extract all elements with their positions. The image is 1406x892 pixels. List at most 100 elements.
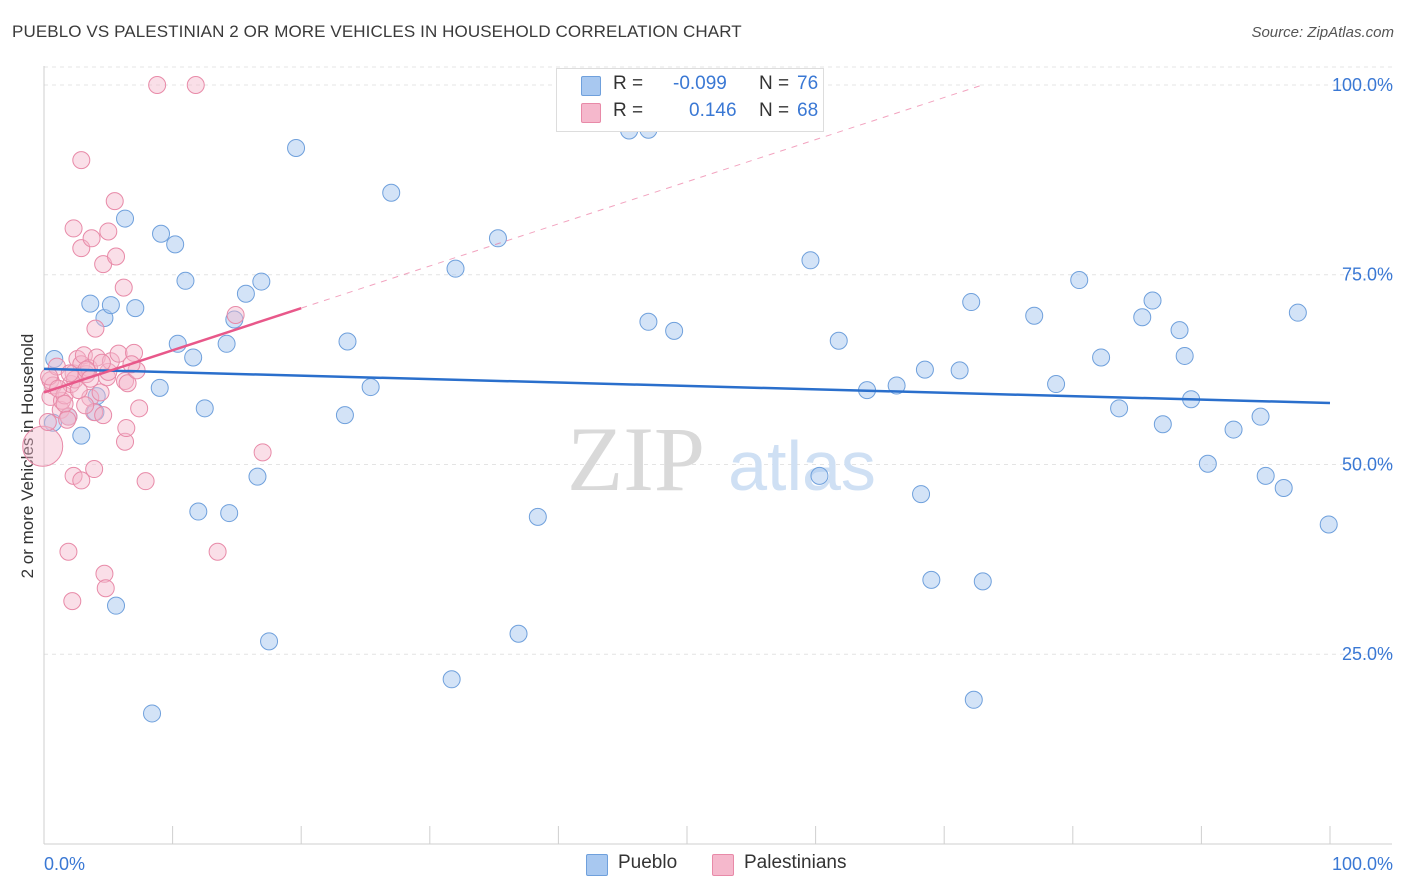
pueblo-point — [1070, 271, 1089, 290]
palestinians-point — [186, 75, 205, 94]
palestinians-point — [59, 542, 78, 561]
palestinians-point — [85, 460, 104, 479]
palestinians-point — [208, 542, 227, 561]
pueblo-point — [973, 572, 992, 591]
pueblo-point — [915, 360, 934, 379]
palestinians-point — [82, 229, 101, 248]
axis-layer — [43, 66, 1392, 845]
palestinians-point — [87, 348, 106, 367]
palestinians-point — [53, 391, 72, 410]
pueblo-point — [1175, 346, 1194, 365]
pueblo-point — [260, 632, 279, 651]
palestinians-point — [105, 192, 124, 211]
pueblo-point — [964, 690, 983, 709]
pueblo-point — [639, 312, 658, 331]
bottom-legend-swatch-palestinians — [712, 854, 734, 876]
legend-n-label: N = — [759, 73, 790, 94]
palestinians-point — [117, 419, 136, 438]
palestinians-point — [148, 75, 167, 94]
pueblo-point — [810, 466, 829, 485]
pueblo-point — [1251, 407, 1270, 426]
pueblo-point — [962, 293, 981, 312]
palestinians-point — [130, 399, 149, 418]
y-tick-label: 75.0% — [1342, 265, 1393, 285]
pueblo-point — [116, 209, 135, 228]
trend-lines — [43, 84, 1331, 405]
palestinians-point — [94, 406, 113, 425]
pueblo-point — [912, 485, 931, 504]
pueblo-point — [361, 378, 380, 397]
x-tick-label: 100.0% — [1332, 854, 1393, 874]
palestinians-point — [253, 443, 272, 462]
pueblo-point — [509, 624, 528, 643]
pueblo-point — [195, 399, 214, 418]
palestinians-point — [92, 353, 111, 372]
pueblo-point — [107, 596, 126, 615]
palestinians-point — [114, 278, 133, 297]
legend: R = -0.099 N = 76 R = 0.146 N = 68 — [556, 68, 824, 132]
pueblo-point — [488, 229, 507, 248]
pueblo-point — [1153, 415, 1172, 434]
palestinians-point — [91, 383, 110, 402]
palestinians-trend-line — [43, 306, 302, 394]
y-tick-label: 100.0% — [1332, 75, 1393, 95]
palestinians-point — [64, 219, 83, 238]
palestinians-point — [109, 344, 128, 363]
pueblo-point — [382, 183, 401, 202]
bottom-legend-label-palestinians: Palestinians — [744, 852, 847, 873]
pueblo-point — [45, 349, 64, 368]
pueblo-points — [44, 120, 1338, 723]
pueblo-point — [217, 334, 236, 353]
pueblo-point — [248, 467, 267, 486]
pueblo-point — [184, 348, 203, 367]
pueblo-point — [1143, 291, 1162, 310]
bottom-legend-label-pueblo: Pueblo — [618, 852, 678, 873]
watermark-zip: ZIP — [567, 408, 705, 510]
pueblo-point — [166, 235, 185, 254]
pueblo-point — [220, 504, 239, 523]
pueblo-point — [287, 138, 306, 157]
grid-layer — [44, 66, 1392, 655]
pueblo-point — [528, 507, 547, 526]
palestinians-point — [72, 471, 91, 490]
palestinians-point — [22, 425, 64, 467]
legend-swatch-palestinians — [581, 103, 601, 123]
palestinians-point — [96, 579, 115, 598]
pueblo-point — [829, 331, 848, 350]
pueblo-point — [150, 378, 169, 397]
palestinians-point — [116, 432, 135, 451]
source-credit: Source: ZipAtlas.com — [1251, 24, 1394, 41]
palestinians-point — [125, 343, 144, 362]
palestinians-point — [118, 374, 137, 393]
legend-r-label: R = — [613, 73, 644, 94]
pueblo-point — [950, 361, 969, 380]
y-tick-label: 25.0% — [1342, 644, 1393, 664]
palestinians-point — [55, 394, 74, 413]
pueblo-point — [1319, 515, 1338, 534]
pueblo-point — [143, 704, 162, 723]
pueblo-point — [1133, 308, 1152, 327]
palestinians-point — [226, 305, 245, 324]
legend-n-label: N = — [759, 100, 790, 121]
palestinians-point — [86, 319, 105, 338]
pueblo-point — [335, 406, 354, 425]
pueblo-point — [189, 502, 208, 521]
pueblo-point — [1025, 306, 1044, 325]
palestinians-point — [107, 247, 126, 266]
palestinians-point — [58, 410, 77, 429]
pueblo-point — [252, 272, 271, 291]
pueblo-point — [152, 224, 171, 243]
pueblo-point — [1092, 348, 1111, 367]
legend-r-label: R = — [613, 100, 644, 121]
chart-title: PUEBLO VS PALESTINIAN 2 OR MORE VEHICLES… — [12, 22, 742, 41]
legend-r-value: 0.146 — [689, 100, 737, 121]
bottom-legend-swatch-pueblo — [586, 854, 608, 876]
watermark: ZIP atlas — [567, 408, 876, 510]
pueblo-point — [1274, 479, 1293, 498]
pueblo-point — [176, 271, 195, 290]
legend-n-value: 68 — [797, 100, 819, 121]
pueblo-point — [446, 259, 465, 278]
pueblo-point — [338, 332, 357, 351]
legend-n-value: 76 — [797, 73, 819, 94]
pueblo-point — [887, 376, 906, 395]
